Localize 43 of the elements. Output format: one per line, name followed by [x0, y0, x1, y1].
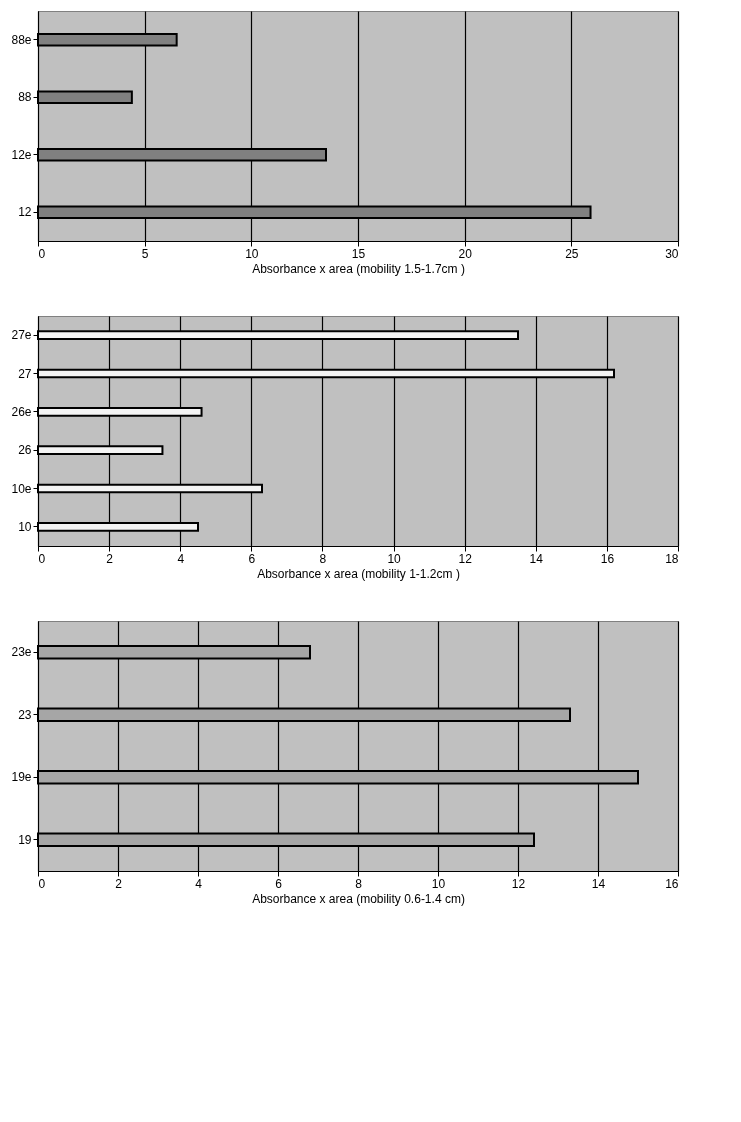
x-tick-label: 0 [38, 551, 46, 566]
x-tick-label: 14 [591, 876, 606, 891]
x-tick-label: 16 [665, 876, 679, 891]
y-tick-label: 19e [11, 770, 32, 785]
y-tick-label: 26e [11, 404, 32, 419]
x-tick-label: 2 [106, 551, 114, 566]
x-axis-title: Absorbance x area (mobility 0.6-1.4 cm) [252, 891, 465, 906]
y-tick-label: 88e [11, 32, 32, 47]
x-tick-label: 8 [319, 551, 327, 566]
x-tick-label: 14 [529, 551, 544, 566]
y-tick-label: 12 [18, 205, 32, 220]
x-tick-label: 5 [141, 246, 149, 261]
y-tick-label: 10e [11, 481, 32, 496]
x-tick-label: 0 [38, 876, 46, 891]
y-tick-label: 27e [11, 328, 32, 343]
x-axis-title: Absorbance x area (mobility 1-1.2cm ) [257, 566, 460, 581]
x-tick-label: 10 [245, 246, 259, 261]
y-tick-label: 26 [18, 443, 32, 458]
y-tick-label: 10 [18, 519, 32, 534]
x-tick-label: 18 [665, 551, 679, 566]
x-tick-label: 8 [355, 876, 363, 891]
y-tick-label: 27 [18, 366, 32, 381]
x-tick-label: 10 [431, 876, 446, 891]
x-tick-label: 4 [195, 876, 203, 891]
x-tick-label: 2 [115, 876, 123, 891]
x-tick-label: 0 [38, 246, 46, 261]
x-tick-label: 16 [600, 551, 615, 566]
y-tick-label: 19 [18, 832, 32, 847]
x-tick-label: 20 [458, 246, 473, 261]
y-tick-label: 23e [11, 645, 32, 660]
x-tick-label: 15 [351, 246, 366, 261]
x-tick-label: 10 [387, 551, 402, 566]
x-tick-label: 6 [275, 876, 283, 891]
x-tick-label: 12 [458, 551, 473, 566]
x-tick-label: 6 [248, 551, 256, 566]
x-tick-label: 12 [511, 876, 526, 891]
x-tick-label: 4 [177, 551, 185, 566]
y-tick-label: 12e [11, 147, 32, 162]
x-tick-label: 25 [565, 246, 579, 261]
x-tick-label: 30 [665, 246, 679, 261]
x-axis-title: Absorbance x area (mobility 1.5-1.7cm ) [252, 261, 465, 276]
y-tick-label: 23 [18, 707, 32, 722]
y-tick-label: 88 [18, 90, 32, 105]
